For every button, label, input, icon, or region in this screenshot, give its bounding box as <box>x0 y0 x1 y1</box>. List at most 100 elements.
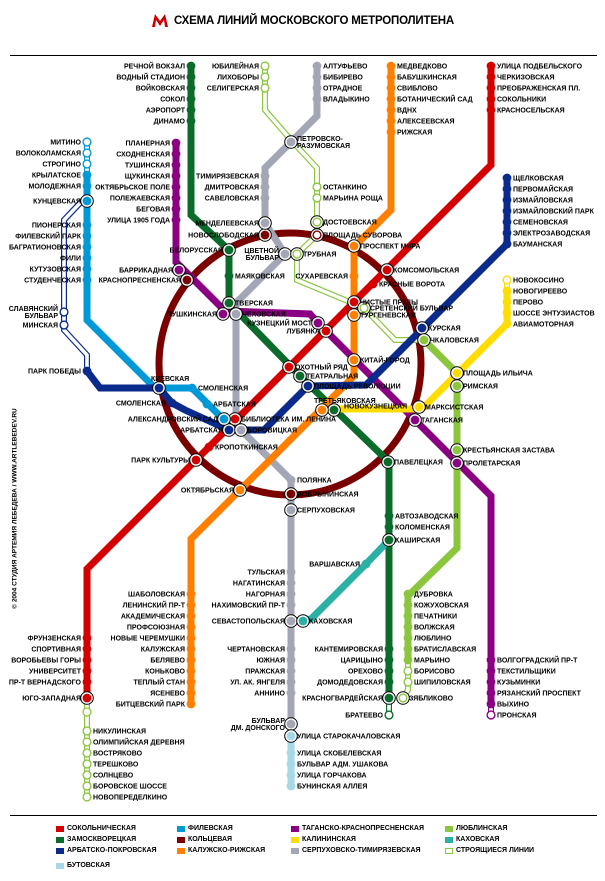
station-dot-construction[interactable] <box>398 693 408 703</box>
station-label[interactable]: ЩУКИНСКАЯ <box>125 174 170 181</box>
station-dot[interactable] <box>502 297 512 307</box>
station[interactable] <box>82 181 92 191</box>
station-dot[interactable] <box>486 61 496 71</box>
station-dot[interactable] <box>452 445 462 455</box>
station[interactable] <box>186 61 196 71</box>
station-dot[interactable] <box>386 116 396 126</box>
station[interactable] <box>82 633 92 643</box>
station-label[interactable]: АЭРОПОРТ <box>146 108 186 115</box>
station-label[interactable]: ТУШИНСКАЯ <box>125 163 170 170</box>
station[interactable] <box>186 600 196 610</box>
station[interactable] <box>386 72 396 82</box>
station[interactable] <box>417 333 431 347</box>
station-dot[interactable] <box>502 308 512 318</box>
station-dot[interactable] <box>154 383 164 393</box>
station-dot[interactable] <box>502 173 512 183</box>
station[interactable] <box>82 644 92 654</box>
station-label[interactable]: КИТАЙ-ГОРОД <box>360 356 410 365</box>
station[interactable] <box>486 710 496 720</box>
station-dot[interactable] <box>384 535 394 545</box>
station[interactable] <box>403 600 413 610</box>
station[interactable] <box>286 781 296 791</box>
station-label[interactable]: СОКОЛ <box>160 97 185 104</box>
station[interactable] <box>229 307 243 321</box>
station[interactable] <box>284 614 298 628</box>
station[interactable] <box>408 413 422 427</box>
station-label[interactable]: ЮГО-ЗАПАДНАЯ <box>22 696 81 703</box>
station[interactable] <box>204 442 214 452</box>
station-dot[interactable] <box>502 217 512 227</box>
station-dot[interactable] <box>186 677 196 687</box>
station-dot-construction[interactable] <box>312 217 322 227</box>
station-label[interactable]: ВОРОБЬЕВЫ ГОРЫ <box>11 658 81 665</box>
station[interactable] <box>386 105 396 115</box>
station-dot[interactable] <box>317 405 327 415</box>
station[interactable] <box>415 321 429 335</box>
station[interactable] <box>258 216 272 230</box>
station-dot[interactable] <box>286 137 296 147</box>
station-dot[interactable] <box>486 677 496 687</box>
station[interactable] <box>384 666 394 676</box>
station[interactable] <box>171 204 181 214</box>
station-label[interactable]: БЕЛОРУССКАЯ <box>170 248 223 255</box>
station[interactable] <box>380 263 394 277</box>
station-dot[interactable] <box>349 310 359 320</box>
station-label[interactable]: ДУБРОВКА <box>414 592 453 599</box>
station[interactable] <box>486 61 496 71</box>
station-label[interactable]: БУЛЬВАР АДМ. УШАКОВА <box>297 762 388 769</box>
station-dot-construction[interactable] <box>82 759 92 769</box>
station[interactable] <box>403 655 413 665</box>
station-dot[interactable] <box>386 105 396 115</box>
station-label[interactable]: ТРУБНАЯ <box>303 252 336 259</box>
station-dot[interactable] <box>230 414 240 424</box>
station[interactable] <box>502 184 512 194</box>
station[interactable] <box>186 611 196 621</box>
station-label[interactable]: ПРАЖСКАЯ <box>245 669 285 676</box>
station[interactable] <box>384 710 394 720</box>
station-label[interactable]: СМОЛЕНСКАЯ <box>116 401 166 408</box>
station-dot[interactable] <box>403 655 413 665</box>
station-dot-construction[interactable] <box>82 726 92 736</box>
station-dot[interactable] <box>260 182 270 192</box>
station-label[interactable]: НАГОРНАЯ <box>246 592 285 599</box>
station-dot[interactable] <box>298 616 308 626</box>
station-dot-construction[interactable] <box>312 193 322 203</box>
station-dot[interactable] <box>321 326 331 336</box>
station[interactable] <box>286 677 296 687</box>
station[interactable] <box>80 194 94 208</box>
station[interactable] <box>82 666 92 676</box>
station-label[interactable]: КОМСОМОЛЬСКАЯ <box>393 268 459 275</box>
station-label[interactable]: КАЛУЖСКАЯ <box>141 647 185 654</box>
station-label[interactable]: ОКТЯБРЬСКОЕ ПОЛЕ <box>95 185 170 192</box>
station[interactable] <box>502 286 512 296</box>
station-dot[interactable] <box>171 215 181 225</box>
station-dot[interactable] <box>82 231 92 241</box>
station-dot[interactable] <box>186 94 196 104</box>
station[interactable] <box>286 748 296 758</box>
station[interactable] <box>286 600 296 610</box>
station[interactable] <box>82 137 92 147</box>
station-label[interactable]: ШИПИЛОВСКАЯ <box>414 680 471 687</box>
station[interactable] <box>384 677 394 687</box>
station-dot[interactable] <box>384 522 394 532</box>
station-dot[interactable] <box>286 578 296 588</box>
station[interactable] <box>284 717 298 731</box>
station-dot[interactable] <box>186 688 196 698</box>
station-label[interactable]: СРЕТЕНСКИЙ БУЛЬВАР <box>370 304 453 313</box>
station-dot[interactable] <box>82 196 92 206</box>
station-dot-construction[interactable] <box>292 249 302 259</box>
station[interactable] <box>386 94 396 104</box>
station-label[interactable]: УЛИЦА ПОДБЕЛЬСКОГО <box>497 64 583 71</box>
station[interactable] <box>171 149 181 159</box>
station[interactable] <box>450 456 464 470</box>
station-label[interactable]: ИЗМАЙЛОВСКИЙ ПАРК <box>513 207 595 216</box>
station-label[interactable]: ВЛАДЫКИНО <box>323 97 370 104</box>
station-label[interactable]: СТРОГИНО <box>42 162 81 169</box>
station-dot[interactable] <box>502 239 512 249</box>
station-label[interactable]: ОТРАДНОЕ <box>323 86 363 93</box>
station[interactable] <box>486 688 496 698</box>
station[interactable] <box>186 644 196 654</box>
station-label[interactable]: ВОЙКОВСКАЯ <box>136 84 185 93</box>
station-dot[interactable] <box>403 633 413 643</box>
station-label[interactable]: МЕДВЕДКОВО <box>397 64 448 71</box>
